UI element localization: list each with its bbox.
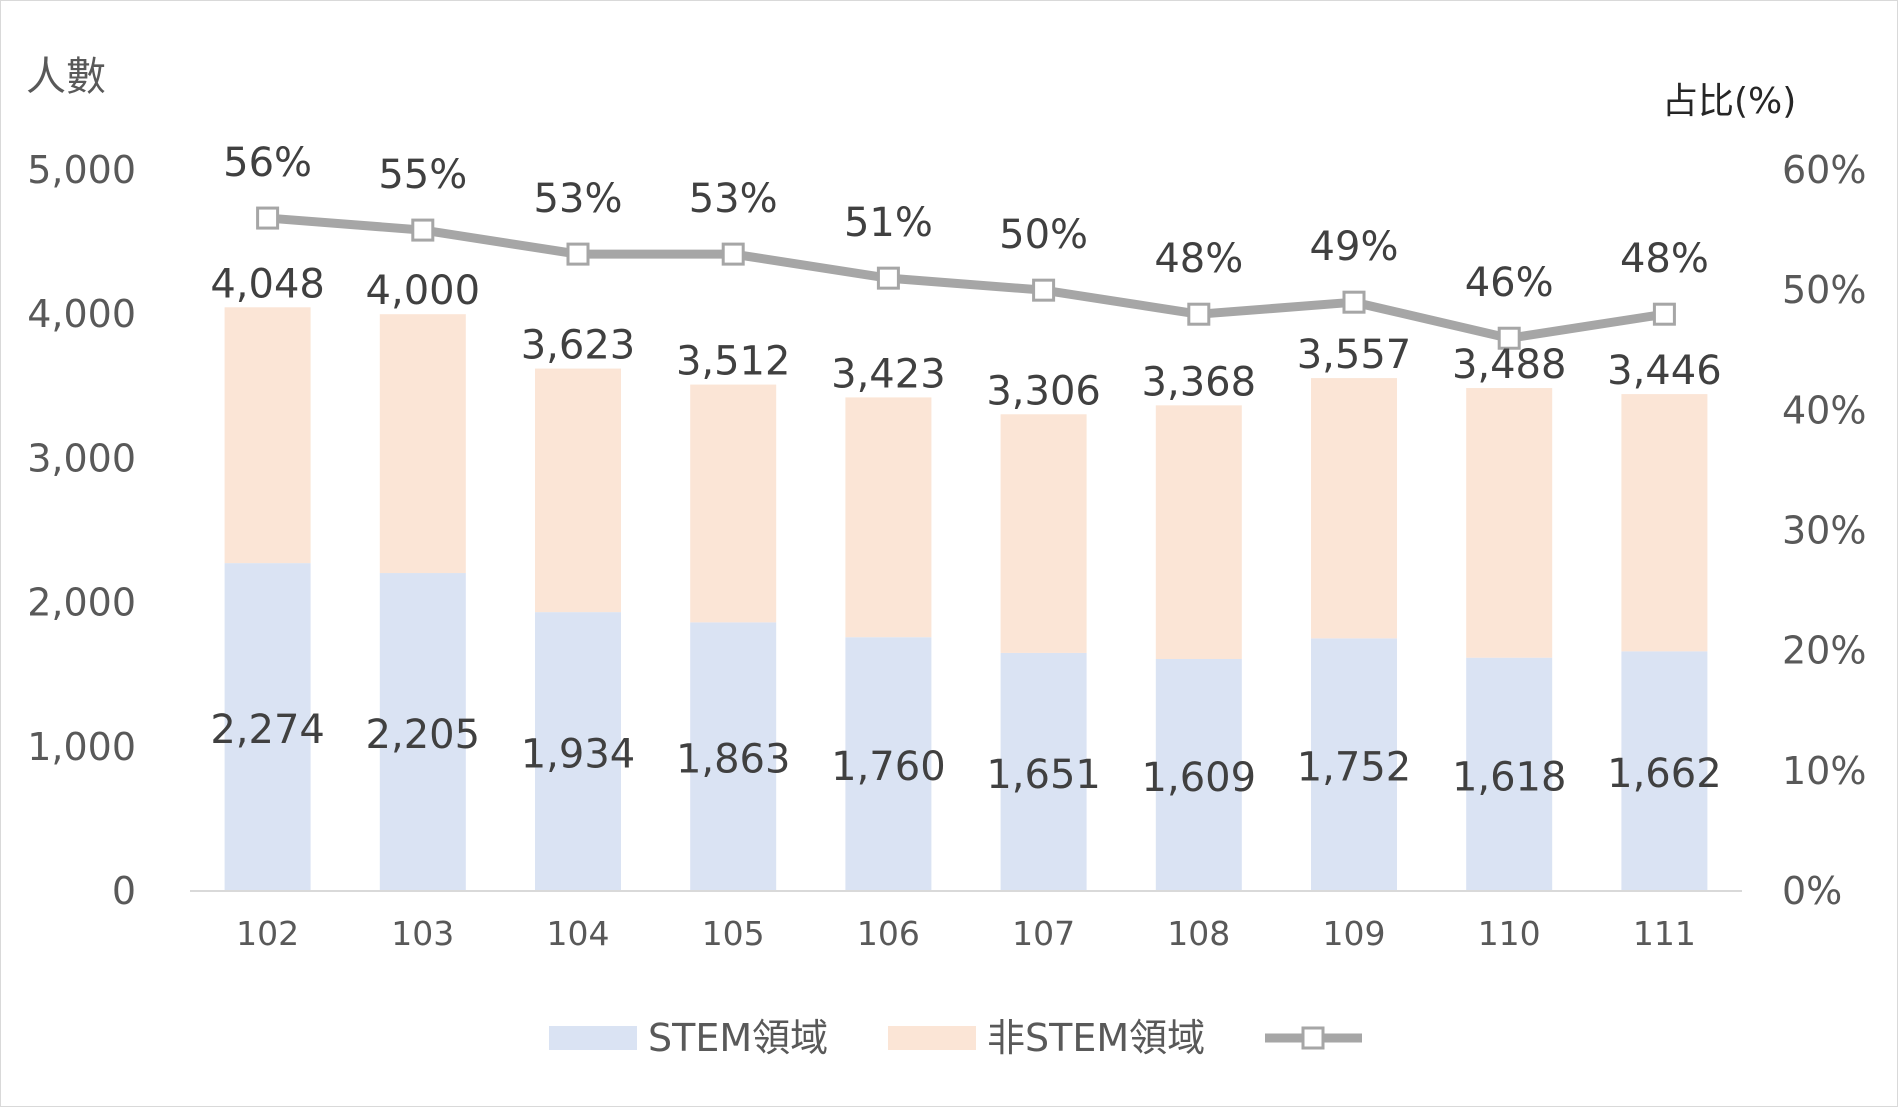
bar-non-stem — [1000, 414, 1087, 653]
legend: STEM領域 非STEM領域 — [549, 1016, 1362, 1060]
ratio-value-label: 46% — [1465, 260, 1554, 306]
x-tick-label: 106 — [857, 914, 920, 953]
y-left-tick-label: 3,000 — [27, 436, 136, 480]
ratio-marker — [1187, 302, 1211, 326]
ratio-value-label: 51% — [844, 200, 933, 246]
bar-non-stem — [1155, 405, 1242, 659]
bar-non-stem — [845, 397, 932, 638]
total-value-label: 3,306 — [986, 368, 1101, 414]
stem-value-label: 1,618 — [1452, 754, 1567, 800]
ratio-marker — [876, 266, 900, 290]
legend-label-stem: STEM領域 — [648, 1016, 828, 1060]
y-left-tick-label: 4,000 — [27, 292, 136, 336]
ratio-value-label: 48% — [1620, 236, 1709, 282]
ratio-value-label: 48% — [1154, 236, 1243, 282]
ratio-marker — [1342, 290, 1366, 314]
stem-value-label: 1,662 — [1607, 751, 1722, 797]
x-tick-label: 103 — [391, 914, 454, 953]
bar-stem — [1466, 657, 1553, 891]
total-value-label: 3,623 — [521, 323, 636, 369]
x-tick-label: 111 — [1633, 914, 1696, 953]
bar-stem — [1621, 651, 1708, 891]
stem-value-label: 1,651 — [986, 752, 1101, 798]
bar-non-stem — [1621, 394, 1708, 652]
ratio-value-label: 56% — [223, 140, 312, 186]
bars-layer — [224, 307, 1708, 891]
x-tick-label: 105 — [702, 914, 765, 953]
total-value-label: 3,368 — [1142, 359, 1257, 405]
y-right-tick-label: 50% — [1782, 268, 1866, 312]
y-right-tick-label: 30% — [1782, 509, 1866, 553]
axes-layer: 102 103 104 105 106 107 108 109 110 111 0 1,000 2,00… — [26, 54, 1866, 953]
ratio-marker — [256, 206, 280, 230]
stem-value-label: 1,752 — [1297, 745, 1412, 791]
total-value-label: 3,423 — [831, 351, 946, 397]
bar-non-stem — [224, 307, 311, 564]
x-tick-label: 102 — [236, 914, 299, 953]
ratio-value-label: 55% — [378, 152, 467, 198]
ratio-line — [267, 213, 1666, 343]
x-tick-label: 108 — [1167, 914, 1230, 953]
stem-value-label: 1,863 — [676, 737, 791, 783]
stem-value-label: 2,205 — [366, 712, 481, 758]
y-left-tick-label: 1,000 — [27, 725, 136, 769]
bar-stem — [1155, 658, 1242, 891]
x-tick-label: 104 — [547, 914, 610, 953]
ratio-value-label: 49% — [1310, 224, 1399, 270]
y-right-tick-label: 40% — [1782, 388, 1866, 432]
total-value-label: 4,000 — [366, 268, 481, 314]
bar-non-stem — [1311, 378, 1397, 639]
stem-value-label: 1,934 — [521, 732, 636, 778]
y-right-tick-label: 60% — [1782, 148, 1866, 192]
bar-non-stem — [535, 368, 621, 613]
bar-stem — [535, 612, 621, 891]
x-tick-label: 110 — [1478, 914, 1541, 953]
ratio-marker — [721, 242, 745, 266]
y-right-tick-label: 10% — [1782, 749, 1866, 793]
bar-stem — [845, 637, 932, 891]
bar-non-stem — [690, 384, 777, 623]
ratio-marker — [1652, 302, 1676, 326]
total-value-label: 3,557 — [1297, 332, 1412, 378]
legend-marker-ratio — [1301, 1026, 1325, 1050]
y-right-tick-label: 20% — [1782, 629, 1866, 673]
y-left-tick-label: 2,000 — [27, 581, 136, 625]
total-value-label: 3,446 — [1607, 348, 1722, 394]
legend-swatch-stem — [549, 1026, 637, 1050]
bar-non-stem — [379, 314, 466, 574]
bar-stem — [1311, 638, 1397, 891]
ratio-value-label: 50% — [999, 212, 1088, 258]
bar-stem — [379, 573, 466, 891]
bar-stem — [1000, 652, 1087, 891]
y-right-tick-label: 0% — [1782, 869, 1842, 913]
ratio-marker — [1497, 326, 1521, 350]
y-right-axis-title: 占比(%) — [1662, 81, 1796, 122]
ratio-marker — [1032, 278, 1056, 302]
bar-stem — [690, 622, 777, 891]
legend-label-non-stem: 非STEM領域 — [987, 1016, 1205, 1060]
labels-layer: 2,274 2,205 1,934 1,863 1,760 1,651 1,609 1,752… — [210, 140, 1721, 801]
y-left-tick-label: 5,000 — [27, 148, 136, 192]
x-tick-label: 109 — [1323, 914, 1386, 953]
stem-value-label: 2,274 — [210, 707, 325, 753]
y-left-tick-label: 0 — [112, 869, 136, 913]
stem-value-label: 1,760 — [831, 744, 946, 790]
line-layer — [256, 206, 1676, 350]
ratio-marker — [411, 218, 435, 242]
x-tick-label: 107 — [1012, 914, 1075, 953]
ratio-value-label: 53% — [534, 176, 623, 222]
ratio-value-label: 53% — [689, 176, 778, 222]
ratio-marker — [566, 242, 590, 266]
legend-swatch-non-stem — [888, 1026, 976, 1050]
bar-stem — [224, 563, 311, 891]
total-value-label: 4,048 — [210, 261, 325, 307]
y-left-axis-title: 人數 — [26, 54, 106, 100]
stem-value-label: 1,609 — [1142, 755, 1257, 801]
total-value-label: 3,512 — [676, 339, 791, 385]
total-value-label: 3,488 — [1452, 342, 1567, 388]
bar-non-stem — [1466, 388, 1553, 658]
